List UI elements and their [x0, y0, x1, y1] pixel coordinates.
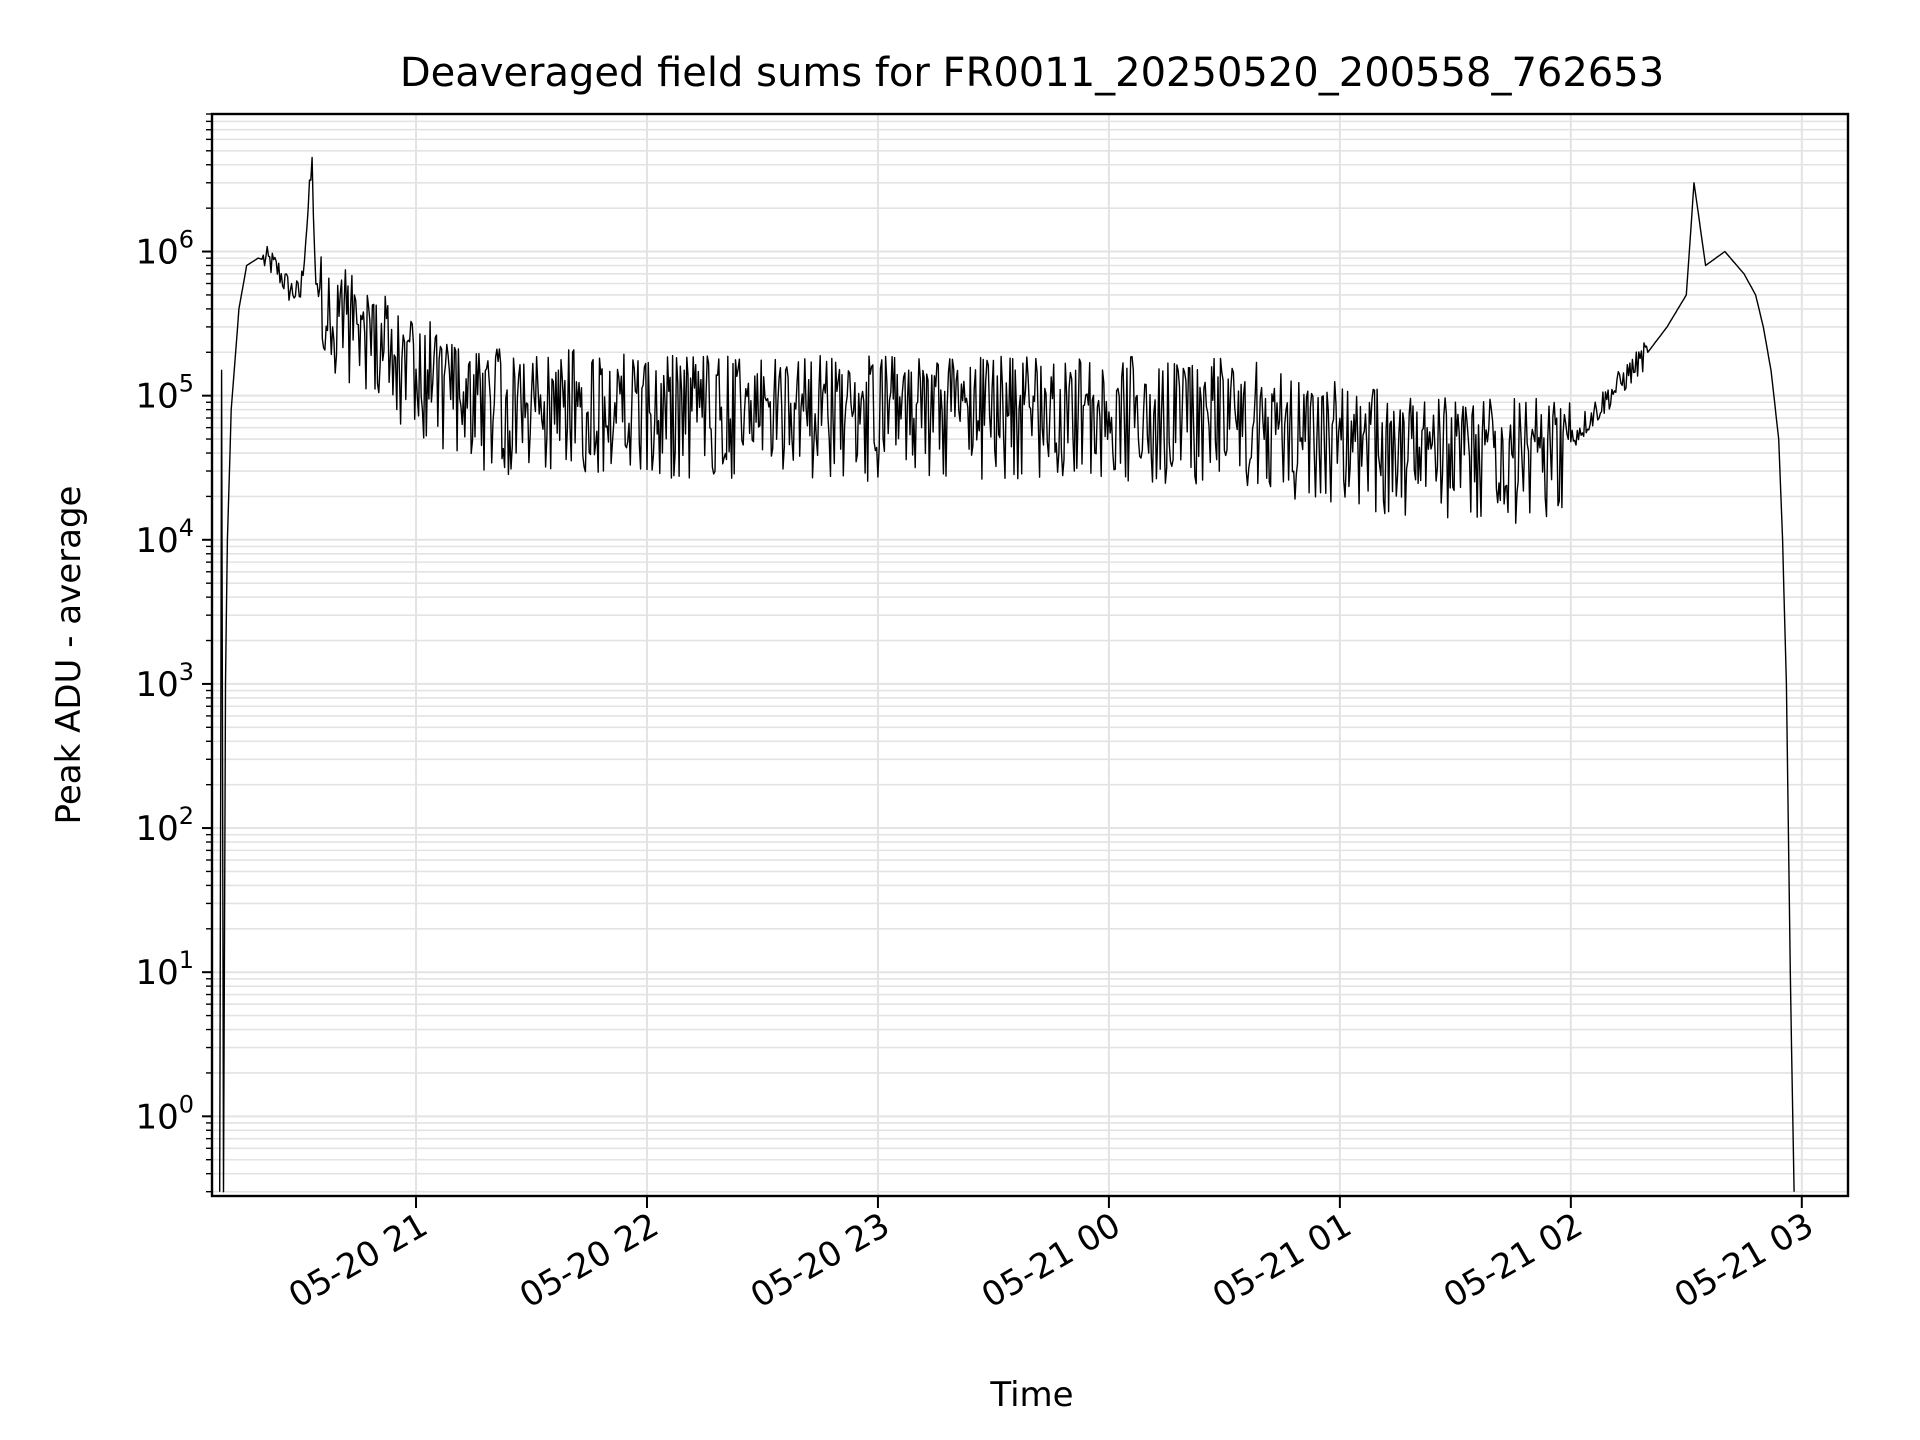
series-line — [219, 156, 1795, 1193]
y-tick-label: 102 — [135, 802, 194, 849]
x-axis-label: Time — [989, 1375, 1073, 1415]
plot-frame — [210, 112, 1850, 1198]
y-tick-label-base: 10 — [135, 521, 178, 561]
y-tick-label: 104 — [135, 514, 194, 561]
y-tick-label-base: 10 — [135, 953, 178, 993]
y-tick-label-base: 10 — [135, 809, 178, 849]
y-tick-label: 105 — [135, 370, 194, 417]
y-tick-label: 106 — [135, 226, 194, 273]
y-tick-label-base: 10 — [135, 233, 178, 273]
y-tick-label-base: 10 — [135, 1097, 178, 1137]
y-tick-label-exponent: 5 — [179, 370, 194, 398]
y-tick-label-exponent: 6 — [179, 226, 194, 254]
y-axis-label: Peak ADU - average — [49, 486, 89, 825]
grid — [212, 113, 1848, 1196]
chart-title: Deaveraged field sums for FR0011_2025052… — [400, 50, 1664, 96]
y-tick-label-base: 10 — [135, 665, 178, 705]
y-tick-label: 101 — [135, 946, 194, 993]
y-tick-label-exponent: 3 — [179, 658, 194, 686]
y-tick-label-exponent: 2 — [179, 802, 194, 830]
y-tick-label-base: 10 — [135, 377, 178, 417]
y-tick-label-exponent: 0 — [179, 1090, 194, 1118]
y-tick-label: 100 — [135, 1090, 194, 1137]
y-tick-label: 103 — [135, 658, 194, 705]
y-tick-label-exponent: 1 — [179, 946, 194, 974]
y-tick-label-exponent: 4 — [179, 514, 194, 542]
